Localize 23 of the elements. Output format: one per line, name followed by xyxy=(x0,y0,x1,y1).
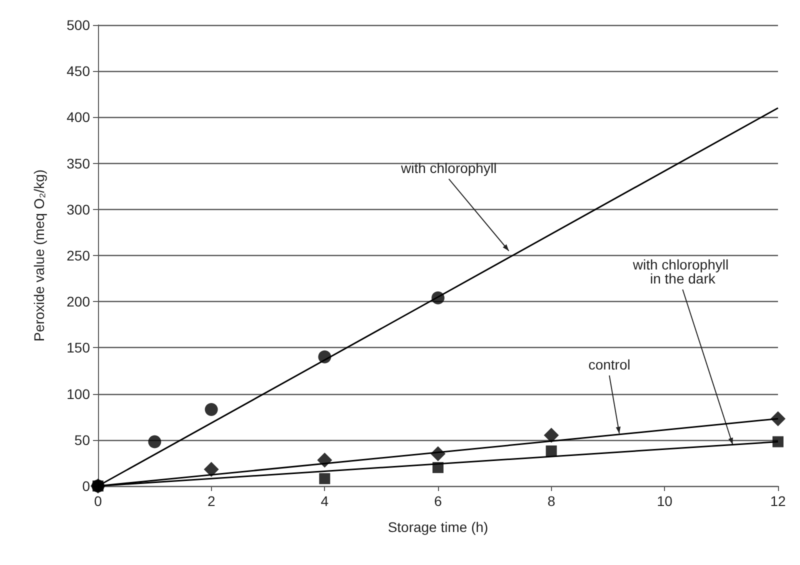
annotation: with chlorophyll xyxy=(400,160,497,176)
x-tick-label: 0 xyxy=(94,493,102,509)
y-tick-label: 400 xyxy=(66,109,90,126)
y-tick-label: 150 xyxy=(66,340,90,356)
x-tick-label: 6 xyxy=(434,493,442,509)
x-tick-label: 4 xyxy=(320,493,329,509)
y-axis-title: Peroxide value (meq O₂/kg) xyxy=(31,170,47,342)
y-tick-label: 0 xyxy=(82,478,90,494)
y-tick-label: 450 xyxy=(66,63,90,80)
x-tick-label: 12 xyxy=(770,493,786,509)
annotation: control xyxy=(588,356,630,372)
y-tick-label: 100 xyxy=(66,386,90,402)
x-tick-label: 10 xyxy=(656,493,673,509)
x-axis-title: Storage time (h) xyxy=(388,519,488,535)
annotation: with chlorophyll in the dark xyxy=(632,256,732,287)
x-tick-label: 2 xyxy=(207,493,216,509)
y-tick-label: 200 xyxy=(66,294,90,310)
y-tick-label: 300 xyxy=(66,201,90,218)
x-tick-label: 8 xyxy=(547,493,556,509)
y-tick-label: 250 xyxy=(66,248,90,264)
y-tick-label: 350 xyxy=(66,155,90,172)
y-tick-label: 50 xyxy=(74,432,90,448)
y-tick-label: 500 xyxy=(66,17,90,33)
